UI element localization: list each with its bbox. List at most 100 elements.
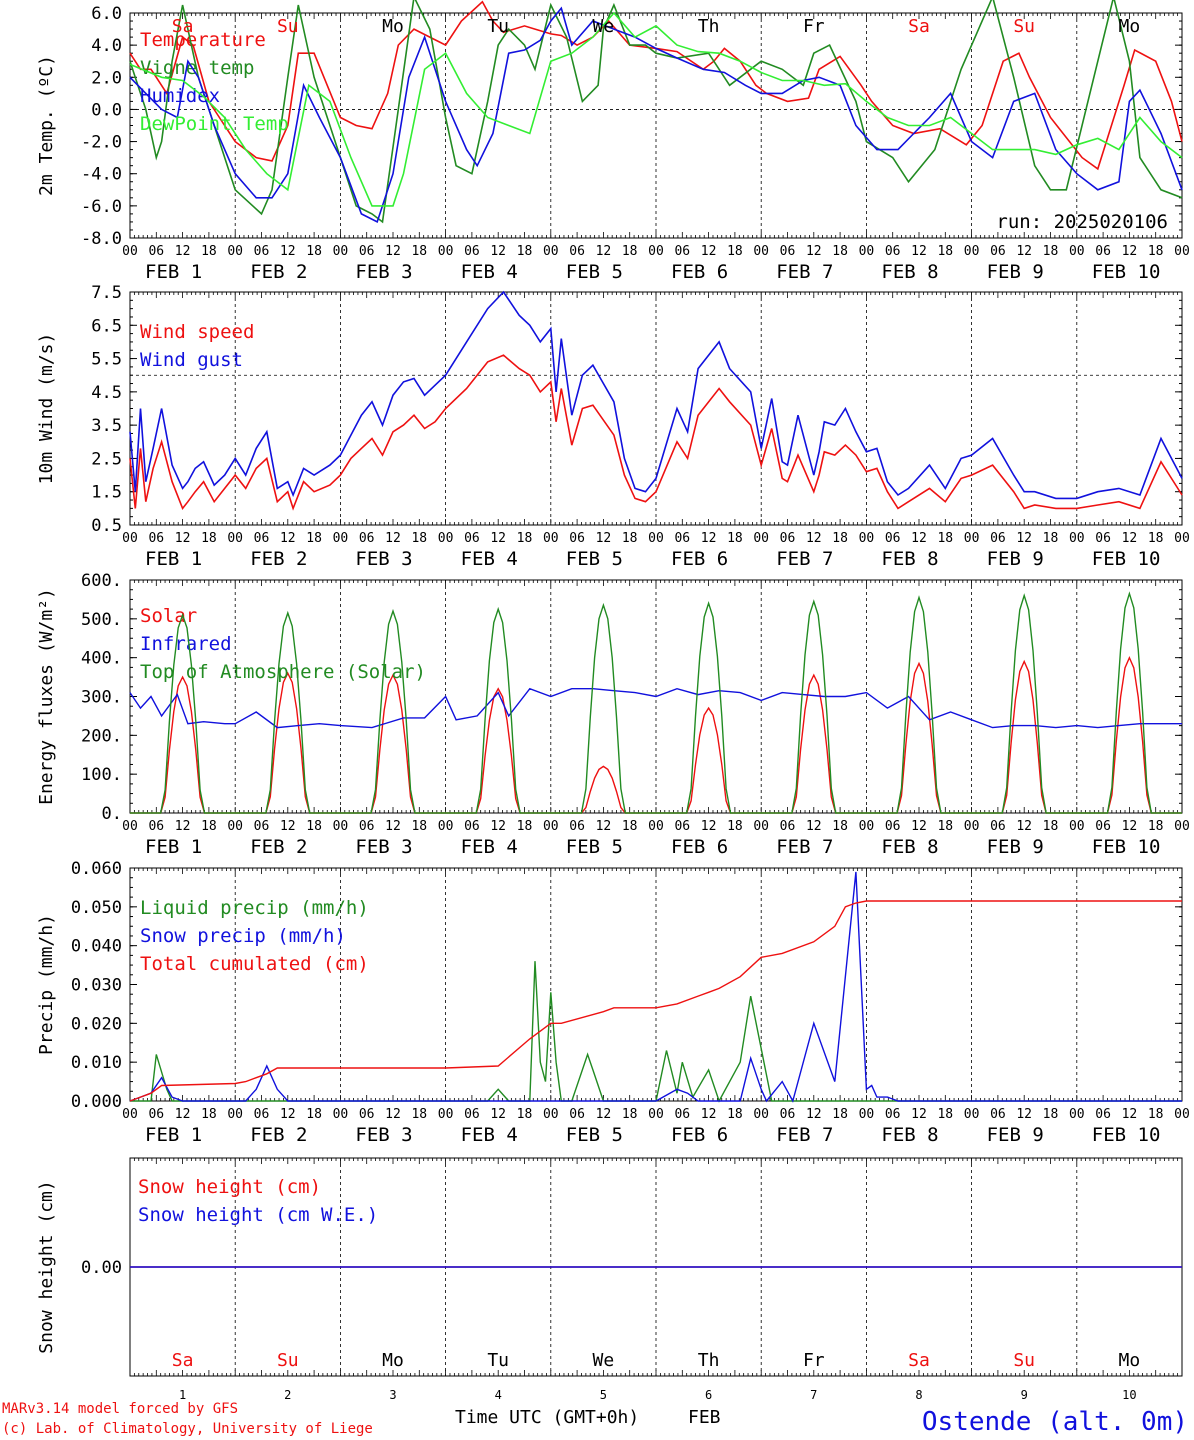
y-axis-label: Precip (mm/h) [36, 914, 57, 1055]
x-hour-label: 12 [596, 531, 612, 546]
x-hour-label: 18 [1148, 244, 1164, 259]
legend-entry: Wind gust [140, 349, 243, 371]
day-number: 10 [1122, 1388, 1136, 1402]
x-date-label: FEB 5 [566, 261, 623, 283]
x-hour-label: 06 [674, 244, 690, 259]
y-tick-label: 3.5 [91, 416, 122, 436]
day-label: Su [1013, 1350, 1035, 1371]
x-hour-label: 18 [622, 244, 638, 259]
legend-entry: Total cumulated (cm) [140, 953, 369, 975]
x-hour-label: 18 [201, 819, 217, 834]
x-hour-label: 00 [227, 1107, 243, 1122]
x-date-label: FEB 4 [461, 1124, 518, 1146]
xaxis-title: Time UTC (GMT+0h) [455, 1407, 639, 1428]
day-label: Mo [1119, 16, 1141, 37]
x-hour-label: 12 [806, 1107, 822, 1122]
day-label: Sa [172, 16, 194, 37]
x-hour-label: 00 [1069, 819, 1085, 834]
x-hour-label: 06 [359, 244, 375, 259]
x-hour-label: 12 [175, 1107, 191, 1122]
x-hour-label: 12 [1016, 244, 1032, 259]
x-hour-label: 00 [964, 531, 980, 546]
x-date-label: FEB 3 [355, 548, 412, 570]
x-hour-label: 00 [753, 1107, 769, 1122]
x-date-label: FEB 4 [461, 261, 518, 283]
lab-credit: (c) Lab. of Climatology, University of L… [2, 1421, 373, 1437]
day-number: 7 [810, 1388, 817, 1402]
x-hour-label: 12 [490, 819, 506, 834]
y-tick-label: 7.5 [91, 283, 122, 303]
day-label: We [593, 16, 615, 37]
y-tick-label: 2.0 [91, 68, 122, 88]
day-label: Sa [908, 16, 930, 37]
x-hour-label: 12 [596, 819, 612, 834]
x-hour-label: 06 [569, 1107, 585, 1122]
x-hour-label: 06 [1095, 1107, 1111, 1122]
x-date-label: FEB 6 [671, 548, 728, 570]
y-tick-label: 400. [81, 649, 122, 669]
x-hour-label: 06 [1095, 244, 1111, 259]
x-hour-label: 18 [1148, 819, 1164, 834]
x-hour-label: 00 [438, 531, 454, 546]
x-date-label: FEB 1 [145, 1124, 202, 1146]
model-credit: MARv3.14 model forced by GFS [2, 1401, 238, 1417]
x-hour-label: 12 [385, 244, 401, 259]
x-hour-label: 06 [359, 819, 375, 834]
x-hour-label: 06 [780, 819, 796, 834]
day-number: 1 [179, 1388, 186, 1402]
x-hour-label: 00 [1174, 244, 1190, 259]
x-hour-label: 00 [1174, 819, 1190, 834]
x-hour-label: 00 [122, 244, 138, 259]
legend-entry: Vigne temp [140, 57, 254, 79]
x-hour-label: 12 [911, 531, 927, 546]
y-tick-label: 0.030 [71, 976, 122, 996]
x-hour-label: 00 [964, 819, 980, 834]
day-label: Mo [382, 1350, 404, 1371]
x-date-label: FEB 7 [776, 548, 833, 570]
x-date-label: FEB 5 [566, 836, 623, 858]
x-hour-label: 06 [464, 819, 480, 834]
x-hour-label: 06 [674, 1107, 690, 1122]
x-hour-label: 06 [990, 819, 1006, 834]
x-hour-label: 00 [333, 1107, 349, 1122]
series-line [129, 354, 1183, 511]
day-number: 8 [915, 1388, 922, 1402]
x-hour-label: 18 [832, 819, 848, 834]
series-line [129, 11, 1183, 207]
x-hour-label: 06 [254, 1107, 270, 1122]
x-hour-label: 12 [701, 819, 717, 834]
day-label: Sa [908, 1350, 930, 1371]
x-hour-label: 00 [227, 244, 243, 259]
x-hour-label: 12 [1016, 1107, 1032, 1122]
x-hour-label: 12 [1016, 819, 1032, 834]
legend-entry: Wind speed [140, 321, 254, 343]
x-hour-label: 18 [411, 819, 427, 834]
x-hour-label: 12 [280, 244, 296, 259]
x-date-label: FEB 8 [881, 1124, 938, 1146]
x-hour-label: 06 [885, 244, 901, 259]
x-hour-label: 18 [411, 531, 427, 546]
y-tick-label: 0.0 [91, 100, 122, 120]
day-label: Su [1013, 16, 1035, 37]
x-hour-label: 06 [569, 819, 585, 834]
y-tick-label: 300. [81, 688, 122, 708]
x-hour-label: 12 [175, 244, 191, 259]
x-hour-label: 06 [990, 531, 1006, 546]
x-date-label: FEB 1 [145, 548, 202, 570]
x-hour-label: 06 [990, 244, 1006, 259]
x-hour-label: 00 [543, 531, 559, 546]
y-axis-label: 10m Wind (m/s) [36, 333, 57, 485]
x-hour-label: 06 [464, 531, 480, 546]
x-hour-label: 18 [727, 819, 743, 834]
legend-entry: Snow precip (mm/h) [140, 925, 346, 947]
y-tick-label: 0.050 [71, 898, 122, 918]
day-label: Th [698, 16, 720, 37]
x-date-label: FEB 10 [1092, 261, 1161, 283]
day-label: Fr [803, 1350, 825, 1371]
x-hour-label: 00 [859, 531, 875, 546]
x-hour-label: 18 [1043, 244, 1059, 259]
day-label: We [593, 1350, 615, 1371]
x-date-label: FEB 7 [776, 1124, 833, 1146]
x-hour-label: 06 [674, 819, 690, 834]
legend-entry: Infrared [140, 633, 232, 655]
